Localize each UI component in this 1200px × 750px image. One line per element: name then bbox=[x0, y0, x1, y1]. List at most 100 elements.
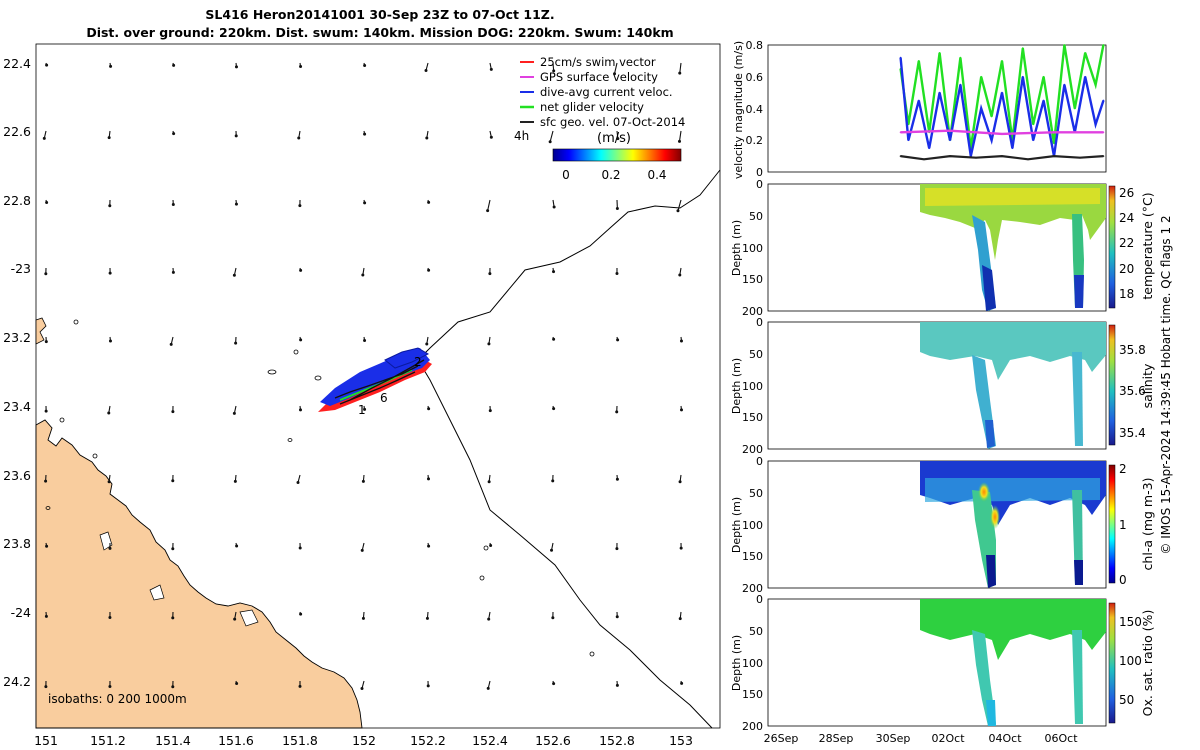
colorbar-tick: 50 bbox=[1119, 693, 1134, 707]
section-y-labels: Depth (m) Depth (m) Depth (m) Depth (m) bbox=[730, 220, 743, 691]
velocity-point bbox=[949, 139, 951, 142]
geo-vector-head bbox=[169, 342, 173, 346]
time-axis-ticks: 26Sep 28Sep 30Sep 02Oct 04Oct 06Oct bbox=[764, 732, 1079, 745]
temperature-warm-surface bbox=[925, 188, 1100, 206]
oxygen-field bbox=[920, 599, 1106, 660]
reef bbox=[589, 651, 595, 657]
velocity-point bbox=[923, 158, 925, 161]
track-label: 1 bbox=[358, 403, 366, 417]
colorbar-label: chl-a (mg m-3) bbox=[1140, 478, 1155, 571]
section-colorbars bbox=[1108, 185, 1116, 724]
x-tick-label: 151.8 bbox=[282, 733, 318, 748]
geo-vector-head bbox=[108, 339, 112, 343]
geo-vector-head bbox=[234, 202, 238, 206]
y-tick-label: 100 bbox=[742, 657, 763, 670]
chlorophyll-subsurface bbox=[925, 478, 1100, 502]
x-tick-label: 152.2 bbox=[410, 733, 446, 748]
legend-label: dive-avg current veloc. bbox=[540, 85, 673, 99]
geo-vector-head bbox=[109, 64, 113, 68]
y-tick-label: 0 bbox=[756, 166, 763, 179]
inlet bbox=[99, 531, 113, 551]
colorbar-tick: 35.4 bbox=[1119, 426, 1146, 440]
reef bbox=[287, 438, 293, 442]
geo-vector-head bbox=[42, 136, 46, 140]
geo-vector-head bbox=[677, 139, 681, 143]
x-tick-label: 152.4 bbox=[472, 733, 508, 748]
velocity-panel: 0.8 0.6 0.4 0.2 0 velocity magnitude (m/… bbox=[732, 39, 1107, 179]
temperature-colorbar bbox=[1108, 185, 1116, 309]
velocity-point bbox=[1042, 75, 1045, 78]
velocity-point bbox=[1001, 133, 1003, 135]
figure-subtitle: Dist. over ground: 220km. Dist. swum: 14… bbox=[86, 25, 674, 40]
geo-vector-head bbox=[489, 544, 493, 548]
velocity-point bbox=[1102, 155, 1105, 158]
geo-vector-head bbox=[108, 204, 112, 208]
velocity-point bbox=[980, 107, 983, 110]
velocity-y-label: velocity magnitude (m/s) bbox=[732, 41, 745, 179]
geo-vector-head bbox=[486, 209, 490, 213]
colorbar-tick: 22 bbox=[1119, 236, 1134, 250]
geo-vector-head bbox=[487, 342, 491, 346]
geo-vector bbox=[678, 130, 682, 142]
velocity-point bbox=[917, 59, 920, 62]
map-y-ticks: 22.4 22.6 22.8 -23 23.2 23.4 23.6 23.8 -… bbox=[3, 56, 31, 689]
reef bbox=[483, 545, 489, 551]
y-tick-label: 50 bbox=[749, 487, 763, 500]
y-tick-label: 200 bbox=[742, 443, 763, 456]
geo-vector-head bbox=[427, 544, 431, 548]
figure-title: SL416 Heron20141001 30-Sep 23Z to 07-Oct… bbox=[205, 7, 555, 22]
geo-vector-head bbox=[552, 69, 556, 73]
geo-vector-head bbox=[615, 477, 619, 481]
x-tick-label: 151.4 bbox=[155, 733, 191, 748]
colorbar-tick: 20 bbox=[1119, 262, 1134, 276]
geo-vector-head bbox=[680, 681, 684, 685]
y-tick-label: 0.6 bbox=[746, 71, 764, 84]
velocity-point bbox=[1053, 131, 1055, 134]
geo-vector-head bbox=[299, 268, 303, 272]
geo-vector-head bbox=[426, 477, 430, 481]
y-tick-label: 0.8 bbox=[746, 39, 764, 52]
salinity-colorbar bbox=[1108, 324, 1116, 446]
legend-entry: GPS surface velocity bbox=[520, 70, 658, 84]
depth-axis-label: Depth (m) bbox=[730, 497, 743, 553]
track-label: 6 bbox=[380, 391, 388, 405]
geo-vector-head bbox=[298, 408, 302, 412]
colorbar-tick: 35.6 bbox=[1119, 384, 1146, 398]
velocity-point bbox=[1032, 123, 1035, 126]
reef bbox=[59, 417, 65, 423]
geo-vector-head bbox=[171, 547, 175, 551]
geo-vector-head bbox=[424, 69, 428, 73]
geo-vector-head bbox=[552, 270, 556, 274]
chlorophyll-colorbar bbox=[1108, 464, 1116, 584]
geo-vector-head bbox=[552, 682, 556, 686]
geo-vector-head bbox=[489, 135, 493, 139]
time-marker: 4h bbox=[514, 129, 529, 143]
y-tick-label: 100 bbox=[742, 519, 763, 532]
x-tick-label: 151.6 bbox=[218, 733, 254, 748]
geo-vector-head bbox=[361, 273, 365, 277]
geo-vector-head bbox=[44, 685, 48, 689]
geo-vector-head bbox=[678, 273, 682, 277]
geo-vector-head bbox=[678, 480, 682, 484]
geo-vector-head bbox=[552, 337, 556, 341]
y-tick-label: 200 bbox=[742, 305, 763, 318]
credit-text: © IMOS 15-Apr-2024 14:39:45 Hobart time.… bbox=[1159, 215, 1173, 555]
geo-vector-head bbox=[676, 209, 680, 213]
velocity-point bbox=[949, 129, 951, 132]
geo-vector-head bbox=[678, 71, 682, 75]
geo-vector-head bbox=[615, 615, 619, 619]
colorbar-tick: 35.8 bbox=[1119, 343, 1146, 357]
geo-vector bbox=[487, 199, 491, 211]
geo-vector-head bbox=[427, 200, 431, 204]
y-tick-label: 50 bbox=[749, 625, 763, 638]
geo-vector-head bbox=[489, 67, 493, 71]
geo-vector-head bbox=[363, 407, 367, 411]
geo-vector-head bbox=[615, 410, 619, 414]
y-tick-label: 22.6 bbox=[3, 124, 31, 139]
legend-entry: dive-avg current veloc. bbox=[520, 85, 673, 99]
velocity-point bbox=[1011, 147, 1014, 150]
geo-vector-head bbox=[615, 271, 619, 275]
chlorophyll-panel bbox=[767, 460, 1107, 589]
geo-vector-head bbox=[171, 203, 175, 207]
temperature-panel bbox=[767, 183, 1107, 312]
